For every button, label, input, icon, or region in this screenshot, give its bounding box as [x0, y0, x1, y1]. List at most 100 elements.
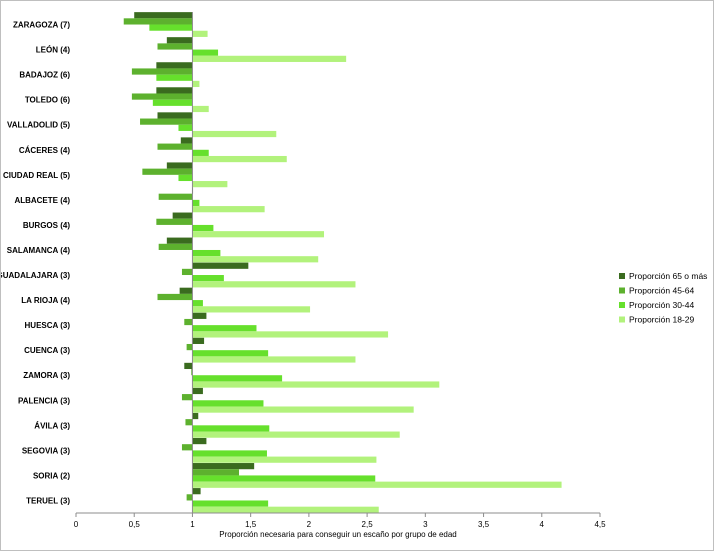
x-tick-label: 4 [540, 520, 545, 529]
x-tick-label: 0,5 [129, 520, 141, 529]
bar-3-2 [192, 49, 219, 56]
legend-label: Proporción 30-44 [629, 300, 694, 310]
legend-swatch [619, 287, 625, 294]
bar-4-9 [192, 231, 325, 238]
x-tick-label: 3 [423, 520, 428, 529]
bar-2-11 [181, 268, 193, 276]
x-tick-label: 2 [307, 520, 312, 529]
bar-3-16 [192, 400, 264, 407]
bar-4-2 [192, 55, 347, 62]
bar-3-9 [192, 224, 214, 232]
category-label: BURGOS (4) [23, 221, 70, 230]
category-label: ZARAGOZA (7) [13, 21, 70, 30]
bar-1-5 [157, 112, 193, 119]
bar-3-14 [192, 350, 269, 357]
bar-2-7 [142, 168, 193, 175]
category-label: VALLADOLID (5) [7, 121, 70, 130]
x-tick-label: 2,5 [362, 520, 374, 529]
bar-1-17 [192, 412, 199, 420]
bar-4-14 [192, 356, 356, 363]
bar-2-12 [157, 293, 193, 301]
bar-1-2 [166, 37, 193, 44]
legend-swatch [619, 302, 625, 308]
bar-3-20 [192, 500, 269, 507]
bar-1-6 [180, 137, 193, 144]
bar-2-4 [131, 93, 193, 100]
bar-2-9 [156, 218, 193, 225]
bar-3-3 [156, 74, 193, 81]
legend-swatch [619, 273, 625, 279]
x-axis-title: Proporción necesaria para conseguir un e… [219, 530, 457, 539]
bar-2-19 [192, 469, 240, 476]
category-label: LEÓN (4) [36, 46, 71, 55]
bar-2-14 [186, 343, 193, 351]
category-label: SORIA (2) [33, 471, 70, 480]
bar-1-15 [184, 362, 193, 370]
bar-3-12 [192, 300, 203, 307]
bar-2-5 [140, 118, 193, 125]
category-label: ALBACETE (4) [14, 196, 70, 205]
bar-4-6 [192, 155, 287, 163]
bar-1-7 [166, 162, 193, 169]
bar-4-7 [192, 181, 228, 188]
bar-3-11 [192, 275, 224, 282]
bar-4-10 [192, 256, 319, 263]
bar-3-5 [178, 124, 193, 131]
category-label: GUADALAJARA (3) [1, 271, 70, 280]
bar-4-3 [192, 80, 200, 88]
bar-1-3 [156, 62, 193, 69]
category-label: PALENCIA (3) [18, 396, 70, 405]
bar-3-13 [192, 325, 257, 332]
bar-4-5 [192, 130, 277, 138]
bars-group [123, 12, 562, 513]
bar-3-6 [192, 149, 209, 156]
legend-label: Proporción 65 o más [629, 271, 707, 281]
bar-2-3 [131, 68, 193, 75]
bar-1-18 [192, 437, 207, 445]
category-label: HUESCA (3) [25, 321, 71, 330]
legend-label: Proporción 45-64 [629, 286, 694, 296]
category-label: TOLEDO (6) [25, 96, 71, 105]
bar-2-10 [158, 243, 193, 250]
x-tick-label: 1 [190, 520, 195, 529]
x-tick-label: 1,5 [245, 520, 257, 529]
bar-4-16 [192, 406, 414, 413]
bar-4-19 [192, 481, 562, 488]
bar-3-18 [192, 450, 267, 457]
bar-1-14 [192, 337, 205, 344]
bar-4-11 [192, 281, 356, 288]
bar-4-8 [192, 206, 265, 213]
bar-3-15 [192, 375, 283, 382]
bar-2-1 [123, 18, 193, 25]
legend-swatch [619, 316, 625, 323]
bar-1-9 [172, 212, 193, 219]
bar-4-4 [192, 105, 209, 113]
bar-4-20 [192, 506, 379, 513]
category-label: LA RIOJA (4) [21, 296, 70, 305]
category-label: ÁVILA (3) [34, 421, 70, 430]
bar-2-16 [181, 394, 193, 401]
bar-3-17 [192, 425, 270, 432]
category-label: TERUEL (3) [26, 496, 70, 505]
bar-2-13 [184, 318, 193, 326]
bar-2-6 [157, 143, 193, 150]
bar-3-1 [149, 24, 193, 31]
category-label: SEGOVIA (3) [22, 446, 70, 455]
category-label: SALAMANCA (4) [7, 246, 71, 255]
bar-1-16 [192, 387, 203, 395]
category-labels: ZARAGOZA (7) LEÓN (4) BADAJOZ (6) TOLEDO (6… [1, 21, 70, 506]
x-tick-label: 4,5 [594, 520, 606, 529]
bar-3-7 [178, 174, 193, 182]
bar-1-10 [166, 237, 193, 244]
x-tick-label: 3,5 [478, 520, 490, 529]
bar-4-12 [192, 306, 311, 313]
bar-2-8 [158, 193, 193, 200]
category-label: BADAJOZ (6) [19, 71, 70, 80]
bar-3-8 [192, 199, 200, 207]
x-tick-label: 0 [74, 520, 79, 529]
bar-1-13 [192, 312, 207, 319]
bar-2-2 [157, 43, 193, 50]
bar-2-15 [191, 369, 193, 376]
